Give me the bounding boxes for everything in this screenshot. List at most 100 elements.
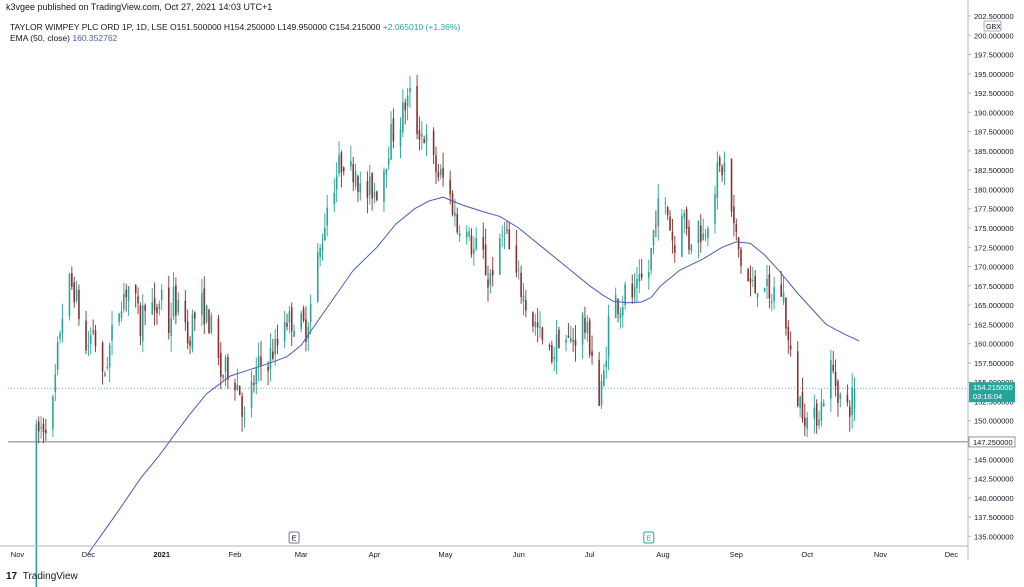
candle-body (669, 216, 671, 231)
candle-body (683, 213, 686, 219)
price-tick-label: 177.500000 (974, 205, 1014, 214)
price-tick-label: 197.500000 (974, 51, 1014, 60)
candle-body (834, 371, 837, 387)
candle-body (621, 307, 624, 316)
candle-body (702, 233, 704, 240)
candle-body (416, 86, 418, 134)
candle-body (399, 129, 402, 147)
candle-body (137, 296, 139, 304)
tradingview-logo-text: TradingView (22, 571, 78, 582)
candle-body (756, 293, 759, 298)
candle-body (539, 326, 541, 328)
legend-ohlc: TAYLOR WIMPEY PLC ORD 1P, 1D, LSE O151.5… (10, 22, 460, 32)
candle-body (68, 273, 71, 317)
candle-body (569, 337, 572, 342)
candle-body (503, 233, 506, 234)
candle-body (822, 403, 825, 407)
candle-body (723, 162, 726, 173)
candle-body (439, 168, 442, 176)
dividend-event-label: E (646, 534, 651, 543)
candle-body (730, 158, 733, 212)
candle-body (716, 162, 719, 199)
current-price-badge (969, 382, 1015, 403)
tradingview-logo[interactable]: 17 TradingView (6, 571, 78, 582)
candle-body (101, 342, 104, 372)
candle-body (316, 252, 319, 302)
price-tick-label: 140.000000 (974, 494, 1014, 503)
candle-body (61, 318, 64, 334)
candle-body (541, 327, 544, 340)
candle-body (125, 289, 128, 298)
candle-body (222, 374, 224, 378)
candle-body (371, 173, 373, 199)
time-tick-label: Nov (11, 550, 25, 559)
candle-body (283, 321, 286, 342)
candle-body (387, 158, 390, 165)
candle-body (40, 427, 42, 429)
time-tick-label: Jul (585, 550, 595, 559)
candle-body (487, 279, 489, 288)
candle-body (624, 284, 626, 306)
candle-body (78, 290, 80, 319)
price-tick-label: 190.000000 (974, 108, 1014, 117)
candle-body (335, 176, 338, 190)
candle-body (342, 167, 345, 172)
candle-body (210, 315, 213, 333)
candle-body (338, 154, 340, 174)
legend-ema-label: EMA (50, close) (10, 33, 70, 43)
candle-body (733, 206, 735, 224)
candle-body (75, 289, 78, 301)
legend-ema[interactable]: EMA (50, close) 160.352762 (10, 33, 117, 43)
candle-body (517, 269, 520, 271)
candle-body (241, 396, 243, 417)
candle-body (735, 224, 738, 232)
price-tick-label: 160.000000 (974, 340, 1014, 349)
candle-body (636, 278, 638, 289)
candle-body (491, 269, 494, 276)
candle-body (489, 272, 492, 286)
candle-body (373, 191, 376, 198)
legend-close: C154.215000 (329, 22, 381, 32)
candle-body (458, 232, 461, 237)
candle-body (846, 394, 849, 403)
candle-body (475, 238, 477, 249)
candle-body (567, 335, 570, 338)
candle-body (848, 406, 851, 417)
candle-body (305, 319, 307, 342)
candle-body (71, 273, 73, 287)
price-tick-label: 180.000000 (974, 185, 1014, 194)
candle-body (307, 327, 310, 340)
candle-body (160, 289, 163, 301)
candle-body (300, 313, 303, 329)
candle-body (177, 300, 180, 313)
candle-body (170, 318, 172, 337)
candle-body (89, 335, 92, 344)
candle-body (801, 392, 804, 419)
candle-body (501, 235, 503, 237)
candle-body (255, 368, 258, 385)
candle-body (184, 300, 187, 323)
candle-body (631, 284, 634, 298)
time-tick-label: Jun (513, 550, 525, 559)
candle-body (565, 339, 567, 343)
candle-body (666, 207, 669, 216)
price-tick-label: 192.500000 (974, 89, 1014, 98)
candle-body (92, 330, 94, 332)
legend-symbol: TAYLOR WIMPEY PLC ORD 1P, 1D, LSE (10, 22, 168, 32)
candle-body (600, 380, 603, 406)
candle-body (253, 382, 255, 385)
candle-body (655, 225, 657, 227)
candle-body (806, 417, 809, 429)
candle-body (581, 314, 584, 345)
candle-body (515, 245, 518, 273)
time-tick-label: Dec (82, 550, 96, 559)
legend-open: O151.500000 (170, 22, 222, 32)
candle-body (73, 282, 76, 303)
candle-body (718, 157, 721, 167)
candle-body (359, 183, 362, 193)
candle-body (603, 370, 605, 386)
time-tick-label: Apr (369, 550, 381, 559)
legend-change: +2.065010 (+1.36%) (382, 22, 461, 32)
candle-body (104, 373, 106, 376)
